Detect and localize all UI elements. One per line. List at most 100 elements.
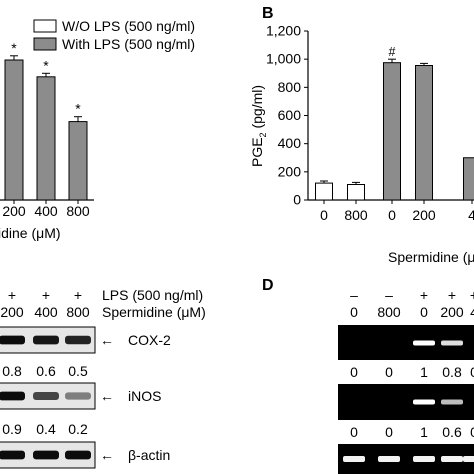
d-sper-2: 800 <box>377 304 401 320</box>
panel-a-bar-1 <box>4 59 24 201</box>
d-gel3-band-0 <box>343 456 365 462</box>
legend-swatch-with-lps <box>33 37 57 51</box>
panel-b-bar-4 <box>463 157 474 201</box>
c-band-2-2 <box>65 450 91 460</box>
panel-b-bar-1 <box>347 184 365 201</box>
panel-b-ytick-label-3: 600 <box>278 107 302 123</box>
d-gel3-band-3 <box>441 456 463 462</box>
c-bands-cox2 <box>0 335 91 345</box>
panel-d-letter: D <box>262 277 274 294</box>
c-band-label-inos: iNOS <box>128 388 161 404</box>
c-sper-400: 400 <box>34 304 58 320</box>
d-gel3-band-4 <box>463 456 474 462</box>
c-ratio-inos-3: 0.2 <box>68 421 88 437</box>
d-sper-4: 200 <box>440 304 464 320</box>
legend: W/O LPS (500 ng/ml) With LPS (500 ng/ml) <box>33 18 195 52</box>
d-gel2-band-3 <box>441 399 463 405</box>
c-band-1-0 <box>0 391 25 401</box>
panel-b-xtick-label-3: 200 <box>412 207 436 223</box>
panel-b-ytick-label-2: 400 <box>278 135 302 151</box>
panel-b-xtick-label-1: 800 <box>344 207 368 223</box>
d-gel1-band-2 <box>413 340 435 346</box>
panel-b-bar-2 <box>383 62 401 201</box>
c-sper-label: Spermidine (μM) <box>102 304 206 320</box>
c-ratio-inos-2: 0.4 <box>36 421 56 437</box>
d-ratio2-3: 1 <box>420 424 428 440</box>
d-sper-3: 0 <box>420 304 428 320</box>
panel-a-xtick-label-3: 800 <box>66 203 90 219</box>
panel-b-xtick-label-4: 4 <box>468 207 474 223</box>
legend-label-with-lps: With LPS (500 ng/ml) <box>62 36 195 52</box>
panel-a-xlabel: idine (μM) <box>0 225 61 241</box>
d-ratio2-2: 0 <box>385 424 393 440</box>
c-lps-label: LPS (500 ng/ml) <box>102 287 203 303</box>
panel-b-bar-0 <box>315 182 333 201</box>
d-lps-5: + <box>470 287 474 303</box>
panel-b-ytick-label-0: 0 <box>293 192 301 208</box>
panel-b-bar-3 <box>415 65 433 201</box>
c-band-label-cox2: COX-2 <box>128 332 171 348</box>
panel-b-letter: B <box>262 5 274 22</box>
panel-c-blot: + + + LPS (500 ng/ml) 200 400 800 Spermi… <box>0 287 206 469</box>
panel-b-ytick-label-6: 1,200 <box>266 23 301 39</box>
d-sper-5: 4 <box>470 304 474 320</box>
panel-b-xtick-label-0: 0 <box>320 207 328 223</box>
d-sper-1: 0 <box>350 304 358 320</box>
d-gel-bands-3 <box>343 456 474 462</box>
panel-d-gel: D – – + + + 0 800 0 200 4 0 0 1 0.8 0 0 … <box>262 277 474 474</box>
d-ratio1-2: 0 <box>385 364 393 380</box>
panel-a-xtick-label-1: 200 <box>2 203 26 219</box>
d-lps-2: – <box>385 287 393 303</box>
c-lps-plus-3: + <box>74 287 82 303</box>
d-ratio2-1: 0 <box>350 424 358 440</box>
d-gel2-band-2 <box>413 399 435 405</box>
d-lps-3: + <box>420 287 428 303</box>
c-arrow-cox2: ← <box>100 332 114 348</box>
panel-b-sig-mark-2: # <box>389 45 396 59</box>
c-bands-inos <box>0 391 91 401</box>
c-band-1-1 <box>33 391 59 401</box>
d-lps-4: + <box>448 287 456 303</box>
c-lps-plus-2: + <box>42 287 50 303</box>
panel-a-sig-mark-2: * <box>43 57 49 73</box>
panel-a-bar-2 <box>36 76 56 201</box>
d-ratio1-1: 0 <box>350 364 358 380</box>
d-ratio2-5: 0 <box>470 424 474 440</box>
d-ratio2-4: 0.6 <box>442 424 462 440</box>
panel-a-sig-mark-3: * <box>75 101 81 117</box>
c-band-0-0 <box>0 335 25 345</box>
d-ratio1-5: 0 <box>470 364 474 380</box>
d-ratio1-4: 0.8 <box>442 364 462 380</box>
panel-b-ytick-label-4: 800 <box>278 79 302 95</box>
c-band-2-1 <box>33 450 59 460</box>
panel-a-sig-mark-1: * <box>11 40 17 56</box>
d-gel3-band-2 <box>413 456 435 462</box>
panel-a-chart: * 200 * 400 * 800 <box>0 40 94 219</box>
c-ratio-inos-1: 0.9 <box>2 421 22 437</box>
c-bands-actin <box>0 450 91 460</box>
c-sper-200: 200 <box>0 304 24 320</box>
d-gel3-band-1 <box>378 456 400 462</box>
c-sper-800: 800 <box>66 304 90 320</box>
legend-label-without-lps: W/O LPS (500 ng/ml) <box>62 18 195 34</box>
panel-b-xtick-label-2: 0 <box>388 207 396 223</box>
c-lps-plus-1: + <box>8 287 16 303</box>
panel-b-xlabel: Spermidine (μ <box>388 249 474 265</box>
panel-b-ytick-label-1: 200 <box>278 163 302 179</box>
panel-b-ylabel: PGE2 (pg/ml) <box>249 85 268 167</box>
c-band-0-1 <box>33 335 59 345</box>
legend-swatch-without-lps <box>33 19 57 33</box>
d-gel-bands-2 <box>413 399 463 405</box>
c-ratio-cox2-1: 0.8 <box>2 363 22 379</box>
c-ratio-cox2-2: 0.6 <box>36 363 56 379</box>
c-band-2-0 <box>0 450 25 460</box>
c-band-label-actin: β-actin <box>128 447 170 463</box>
d-gel-bands-1 <box>413 340 463 346</box>
c-band-0-2 <box>65 335 91 345</box>
d-gel1-band-3 <box>441 340 463 346</box>
c-ratio-cox2-3: 0.5 <box>68 363 88 379</box>
panel-a-bar-3 <box>68 121 88 201</box>
d-lps-1: – <box>350 287 358 303</box>
panel-b-ytick-label-5: 1,000 <box>266 51 301 67</box>
